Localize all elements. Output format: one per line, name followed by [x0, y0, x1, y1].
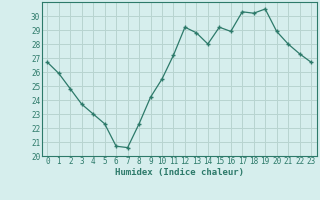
X-axis label: Humidex (Indice chaleur): Humidex (Indice chaleur)	[115, 168, 244, 177]
